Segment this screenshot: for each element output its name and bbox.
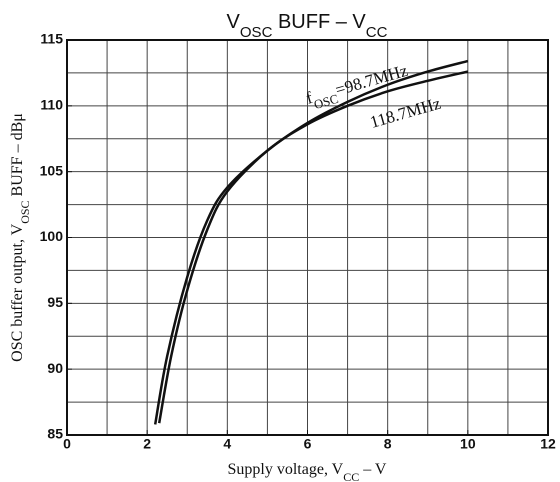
annotation: 118.7MHz — [368, 93, 443, 131]
x-axis-label-part: Supply voltage, V — [228, 461, 344, 478]
annotation-part: OSC — [312, 92, 340, 112]
x-axis-label-part: – V — [359, 461, 387, 478]
x-tick-label: 2 — [143, 436, 151, 452]
y-tick-label: 115 — [40, 31, 63, 47]
y-axis-label-part: OSC — [18, 200, 32, 223]
annotation-part: f — [304, 88, 315, 108]
x-tick-label: 8 — [384, 436, 392, 452]
x-tick-label: 12 — [540, 436, 556, 452]
y-tick-label: 85 — [47, 426, 63, 442]
y-tick-label: 90 — [47, 360, 63, 376]
x-axis-label-part: CC — [343, 470, 359, 482]
x-tick-label: 0 — [63, 436, 71, 452]
chart-title-part: OSC — [240, 24, 273, 41]
chart-title-part: CC — [366, 24, 388, 41]
x-tick-label: 6 — [304, 436, 312, 452]
y-axis-label-part: OSC buffer output, V — [9, 223, 26, 362]
x-tick-label: 10 — [460, 436, 476, 452]
series-line — [157, 70, 469, 424]
y-axis-label-part: BUFF – dBμ — [9, 113, 26, 200]
chart-title-part: V — [227, 11, 241, 33]
annotation-part: 118.7MHz — [368, 93, 443, 131]
x-tick-label: 4 — [223, 436, 231, 452]
chart-title-part: BUFF – V — [272, 11, 366, 33]
y-axis-label: OSC buffer output, VOSC BUFF – dBμ — [9, 113, 32, 362]
x-axis-label: Supply voltage, VCC – V — [228, 461, 387, 482]
y-tick-label: 100 — [40, 228, 64, 244]
y-tick-label: 105 — [40, 162, 64, 178]
chart-title: VOSC BUFF – VCC — [227, 11, 388, 41]
y-tick-label: 95 — [47, 294, 63, 310]
y-tick-label: 110 — [40, 97, 63, 113]
